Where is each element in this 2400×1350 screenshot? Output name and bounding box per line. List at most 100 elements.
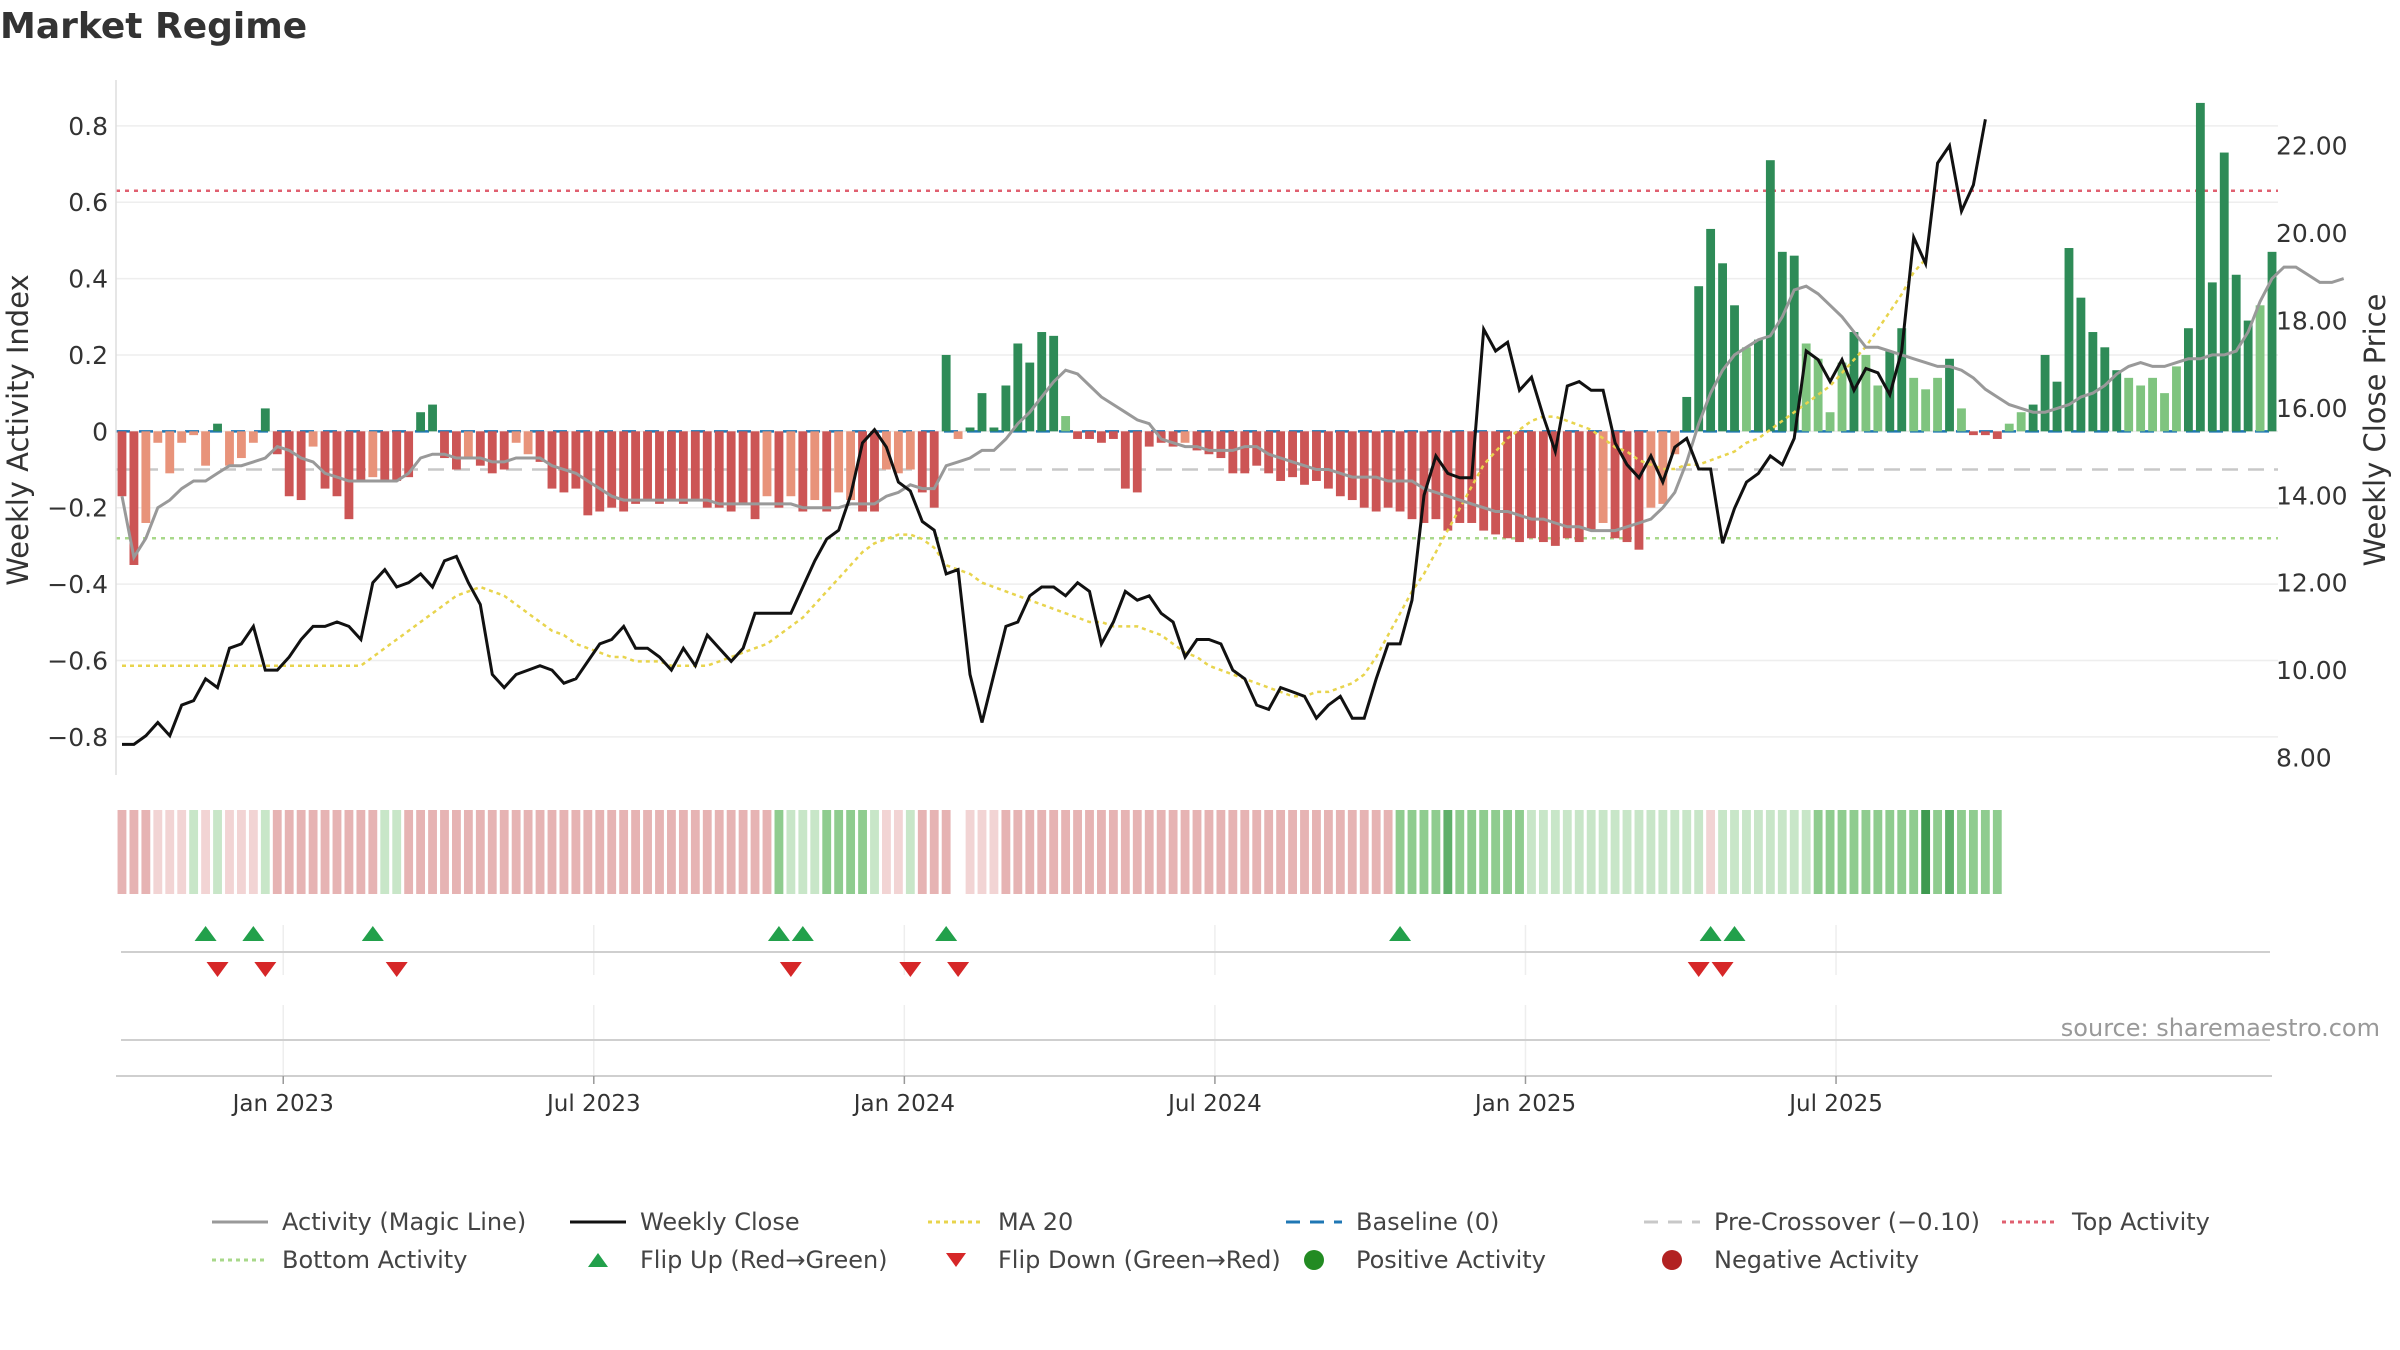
- activity-bar: [1718, 263, 1727, 432]
- regime-cell: [1455, 810, 1465, 894]
- regime-cell: [762, 810, 772, 894]
- regime-cell: [1885, 810, 1895, 894]
- regime-cell: [1945, 810, 1954, 894]
- y-tick-right: 12.00: [2276, 569, 2348, 598]
- activity-bar: [583, 431, 593, 516]
- regime-cell: [201, 810, 211, 894]
- regime-cell: [1634, 810, 1644, 894]
- activity-bar: [678, 431, 688, 504]
- regime-cell: [1323, 810, 1333, 894]
- regime-cell: [1156, 810, 1166, 894]
- regime-cell: [726, 810, 736, 894]
- regime-cell: [1061, 810, 1071, 894]
- regime-cell: [750, 810, 760, 894]
- activity-bar: [965, 427, 975, 432]
- regime-cell: [1801, 810, 1811, 894]
- activity-bar: [499, 431, 509, 470]
- legend-swatch: [928, 1220, 984, 1224]
- activity-bar: [1992, 431, 2002, 439]
- activity-bar: [1658, 431, 1668, 504]
- regime-cell: [1288, 810, 1297, 894]
- y-tick-left: 0.4: [68, 265, 108, 294]
- activity-bar: [1622, 431, 1632, 543]
- activity-bar: [714, 431, 724, 508]
- regime-cell: [452, 810, 461, 894]
- flip-down-marker: [206, 962, 229, 977]
- x-tick-label: Jan 2023: [231, 1091, 334, 1117]
- regime-cell: [917, 810, 927, 894]
- activity-bar: [2100, 347, 2110, 432]
- activity-bar: [2004, 423, 2014, 432]
- regime-cell: [893, 810, 903, 894]
- activity-bar: [846, 431, 856, 501]
- activity-bar: [2148, 377, 2157, 432]
- regime-cell: [571, 810, 581, 894]
- activity-bar: [595, 431, 605, 512]
- regime-cell: [1097, 810, 1106, 894]
- flip-up-marker: [1699, 926, 1722, 941]
- activity-bar: [738, 431, 748, 504]
- activity-bar: [284, 431, 294, 497]
- regime-strip: [117, 810, 2002, 894]
- regime-cell: [165, 810, 175, 894]
- flip-down-marker: [899, 962, 922, 977]
- y-tick-left: −0.6: [47, 646, 108, 675]
- y-tick-right: 16.00: [2276, 394, 2348, 423]
- regime-cell: [1610, 810, 1620, 894]
- activity-bar: [463, 431, 473, 459]
- activity-bar: [2088, 332, 2098, 432]
- activity-bar: [2207, 282, 2217, 432]
- regime-cell: [1921, 810, 1931, 894]
- activity-bar: [1383, 431, 1393, 508]
- legend-label: Baseline (0): [1356, 1208, 1500, 1236]
- activity-bar: [296, 431, 306, 501]
- regime-cell: [1670, 810, 1680, 894]
- activity-bar: [1610, 431, 1620, 539]
- activity-bar: [189, 431, 199, 436]
- regime-cell: [1467, 810, 1477, 894]
- activity-bar: [917, 431, 927, 493]
- activity-bar: [2040, 354, 2050, 432]
- activity-bar: [2124, 377, 2134, 432]
- regime-cell: [846, 810, 856, 894]
- regime-cell: [1013, 810, 1023, 894]
- activity-bar: [1682, 396, 1692, 432]
- regime-cell: [1538, 810, 1548, 894]
- y-tick-right: 10.00: [2276, 656, 2348, 685]
- activity-bar: [535, 431, 545, 462]
- regime-cell: [1144, 810, 1154, 894]
- activity-bar: [1921, 389, 1931, 432]
- activity-bar: [690, 431, 700, 501]
- activity-bar: [201, 431, 211, 466]
- regime-cell: [547, 810, 557, 894]
- activity-bar: [1753, 339, 1763, 432]
- legend: Activity (Magic Line) Weekly Close MA 20 Ba…: [210, 1203, 2360, 1279]
- activity-bar: [1933, 377, 1942, 432]
- activity-bar: [977, 393, 987, 432]
- y-axis-label-right: Weekly Close Price: [2358, 294, 2392, 567]
- legend-swatch: [1304, 1250, 1324, 1270]
- legend-marker: [946, 1253, 966, 1267]
- activity-bar: [1168, 431, 1178, 447]
- activity-bar: [953, 431, 963, 439]
- y-tick-right: 14.00: [2276, 481, 2348, 510]
- legend-swatch: [212, 1258, 268, 1262]
- activity-bar: [308, 431, 318, 447]
- regime-cell: [667, 810, 676, 894]
- activity-bar: [1945, 358, 1954, 432]
- legend-label: Weekly Close: [640, 1208, 800, 1236]
- x-tick-label: Jul 2024: [1166, 1091, 1262, 1117]
- legend-item: Baseline (0): [1284, 1207, 1642, 1237]
- regime-cell: [941, 810, 951, 894]
- regime-cell: [1073, 810, 1082, 894]
- regime-cell: [1180, 810, 1190, 894]
- activity-bar: [1503, 431, 1512, 539]
- activity-bar: [1550, 431, 1560, 546]
- activity-bar: [1359, 431, 1369, 508]
- regime-cell: [344, 810, 354, 894]
- x-tick-label: Jan 2025: [1473, 1091, 1576, 1117]
- regime-cell: [1204, 810, 1214, 894]
- activity-bar: [607, 431, 617, 508]
- regime-cell: [1730, 810, 1739, 894]
- legend-marker: [588, 1253, 608, 1267]
